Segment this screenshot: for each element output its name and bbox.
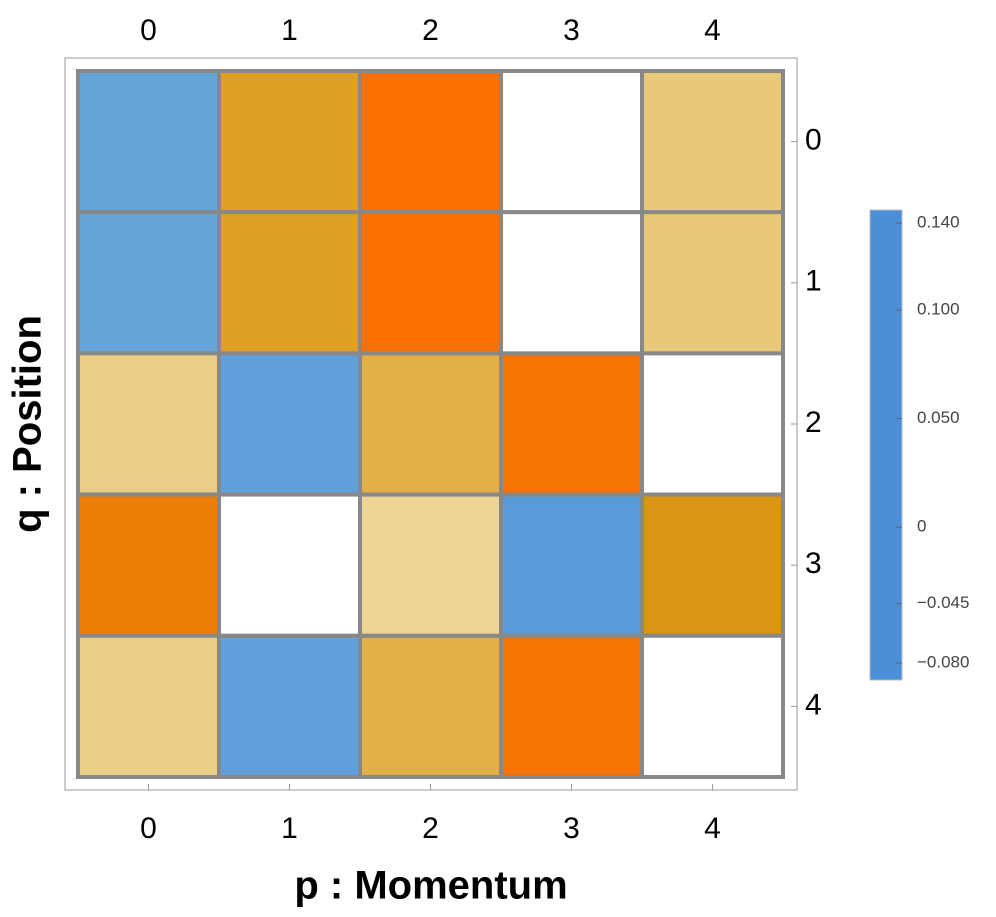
x-tick-label-top: 1: [281, 14, 298, 47]
x-tick-label-top: 0: [140, 14, 157, 47]
x-tick-label: 3: [563, 812, 580, 845]
heatmap-cell: [358, 633, 503, 779]
y-tick-label: 2: [805, 406, 822, 439]
heatmap-cell: [640, 492, 785, 638]
x-tick-label: 1: [281, 812, 298, 845]
colorbar-tick-label: −0.045: [917, 593, 969, 612]
heatmap-cell: [358, 492, 503, 638]
x-tick-label-top: 2: [422, 14, 439, 47]
colorbar-tick-label: 0.100: [917, 299, 960, 318]
x-tick-label: 4: [704, 812, 721, 845]
y-axis-label: q : Position: [6, 315, 50, 533]
x-tick-label-top: 4: [704, 14, 721, 47]
x-tick-label-top: 3: [563, 14, 580, 47]
colorbar: [869, 209, 903, 681]
heatmap-cell: [217, 210, 362, 356]
y-tick-label: 3: [805, 547, 822, 580]
heatmap-cell: [640, 351, 785, 497]
heatmap-cell: [499, 351, 644, 497]
heatmap-cell: [358, 351, 503, 497]
heatmap-cell: [76, 351, 221, 497]
heatmap-cell: [640, 633, 785, 779]
heatmap-cell: [499, 492, 644, 638]
heatmap-cell: [499, 633, 644, 779]
colorbar-tick-label: −0.080: [917, 653, 969, 672]
heatmap-cell: [217, 492, 362, 638]
heatmap-cell: [640, 210, 785, 356]
heatmap-cell: [76, 633, 221, 779]
heatmap-cell: [499, 210, 644, 356]
heatmap-cell: [358, 210, 503, 356]
colorbar-tick-label: 0.140: [917, 213, 960, 232]
heatmap-cell: [76, 492, 221, 638]
colorbar-tick-label: 0: [917, 517, 926, 536]
colorbar-tick-label: 0.050: [917, 408, 960, 427]
x-tick-label: 2: [422, 812, 439, 845]
heatmap-cell: [217, 69, 362, 215]
heatmap-cell: [217, 633, 362, 779]
y-tick-label: 1: [805, 265, 822, 298]
heatmap-cell: [217, 351, 362, 497]
x-tick-label: 0: [140, 812, 157, 845]
heatmap-cell: [640, 69, 785, 215]
heatmap-cell: [358, 69, 503, 215]
heatmap-cell: [76, 69, 221, 215]
y-tick-label: 4: [805, 688, 822, 721]
y-tick-label: 0: [805, 124, 822, 157]
heatmap-cell: [76, 210, 221, 356]
heatmap-cell: [499, 69, 644, 215]
x-axis-label: p : Momentum: [294, 864, 567, 908]
